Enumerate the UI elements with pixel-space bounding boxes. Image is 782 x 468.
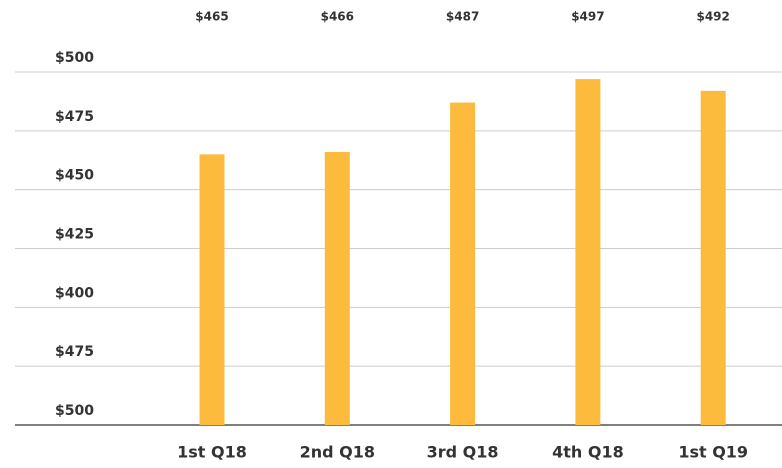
value-label: $466 [321, 10, 354, 24]
value-label: $487 [446, 10, 479, 24]
value-label: $465 [195, 10, 228, 24]
y-tick-label: $475 [55, 344, 94, 360]
y-tick-label: $475 [55, 109, 94, 125]
bar [700, 90, 726, 426]
value-label: $497 [571, 10, 604, 24]
x-tick-label: 2nd Q18 [300, 443, 375, 462]
y-tick-label: $425 [55, 227, 94, 243]
y-tick-label: $450 [55, 168, 94, 184]
x-tick-label: 4th Q18 [552, 443, 624, 462]
bar [199, 154, 225, 425]
x-tick-label: 3rd Q18 [427, 443, 499, 462]
x-tick-label: 1st Q18 [177, 443, 247, 462]
y-tick-label: $400 [55, 285, 94, 301]
value-label: $492 [696, 10, 729, 24]
x-tick-label: 1st Q19 [678, 443, 748, 462]
bar [575, 79, 601, 425]
y-tick-label: $500 [55, 403, 94, 419]
bar [450, 102, 476, 426]
y-tick-label: $500 [55, 50, 94, 66]
bar [324, 152, 350, 425]
